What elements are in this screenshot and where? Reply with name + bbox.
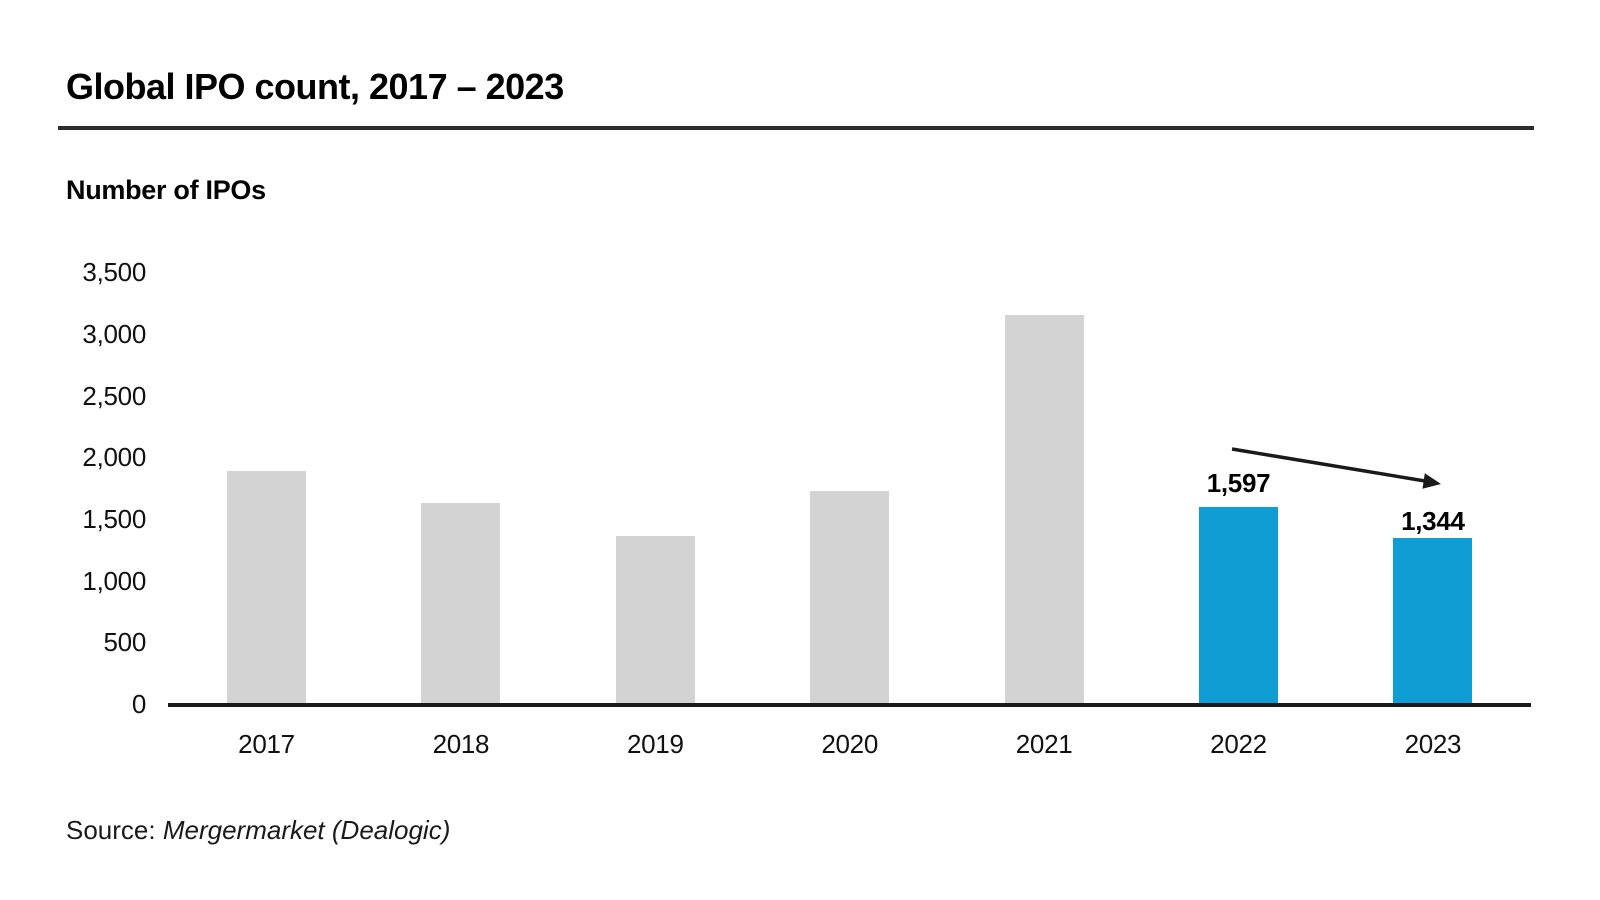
- y-tick-label-3000: 3,000: [82, 318, 146, 349]
- y-tick-label-3500: 3,500: [82, 257, 146, 288]
- x-axis-line: [168, 703, 1531, 707]
- value-label-2022: 1,597: [1206, 467, 1271, 498]
- value-label-2023: 1,344: [1401, 506, 1465, 537]
- bar-2019: [615, 536, 695, 706]
- bar-2022: [1199, 506, 1278, 706]
- y-axis-title: Number of IPOs: [66, 175, 266, 205]
- y-tick-label-500: 500: [103, 627, 147, 658]
- y-tick-label-0: 0: [131, 689, 146, 719]
- bar-2017: [227, 471, 306, 706]
- bar-2021: [1004, 315, 1084, 706]
- x-tick-label-2023: 2023: [1404, 729, 1462, 759]
- x-tick-label-2020: 2020: [821, 729, 878, 759]
- y-tick-label-1000: 1,000: [82, 565, 146, 596]
- bar-2023: [1393, 538, 1473, 706]
- page-title: Global IPO count, 2017 – 2023: [66, 66, 564, 107]
- x-tick-label-2022: 2022: [1210, 729, 1267, 759]
- source-note: Source: Mergermarket (Dealogic): [66, 814, 450, 846]
- bar-2020: [810, 491, 890, 706]
- x-tick-label-2017: 2017: [238, 729, 295, 759]
- y-tick-label-1500: 1,500: [82, 503, 146, 534]
- x-tick-label-2019: 2019: [626, 729, 684, 759]
- source-prefix: Source:: [66, 815, 156, 845]
- x-tick-label-2021: 2021: [1015, 729, 1073, 759]
- x-tick-label-2018: 2018: [432, 729, 490, 759]
- title-divider: [58, 126, 1534, 130]
- y-tick-label-2500: 2,500: [82, 380, 146, 411]
- source-text: Mergermarket (Dealogic): [162, 815, 451, 845]
- y-tick-label-2000: 2,000: [82, 442, 146, 473]
- bar-2018: [421, 503, 501, 706]
